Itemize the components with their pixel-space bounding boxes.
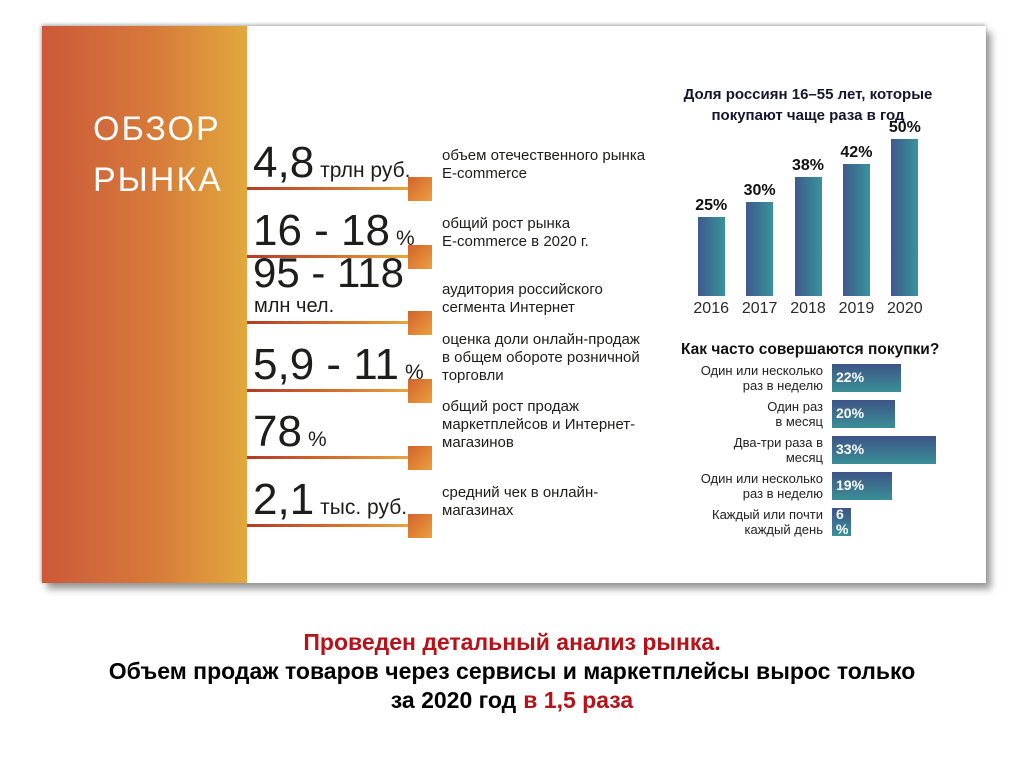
hbar-value-label: 6 % [836, 505, 849, 537]
stat-unit: % [395, 227, 415, 251]
bar-value-label: 30% [743, 182, 776, 199]
bar-category-label: 2019 [838, 300, 875, 317]
stat-description: общий рост рынка E-commerce в 2020 г. [442, 215, 589, 250]
stat-value-group: 2,1 тыс. руб. [253, 478, 408, 522]
bar-category-label: 2016 [693, 300, 729, 317]
stat-underline [247, 321, 409, 324]
stat-value-group: 4,8 трлн руб. [253, 141, 411, 185]
stat-value-group: 16 - 18% [253, 209, 415, 253]
stat-underline [247, 255, 409, 258]
stat-value: 78 [253, 407, 302, 457]
caption-line-3: за 2020 год в 1,5 раза [0, 686, 1024, 715]
bar-column: 38% [784, 158, 832, 296]
hbar: 33% [832, 436, 936, 464]
bar-value-label: 38% [792, 157, 825, 174]
bar-column: 25% [687, 198, 735, 296]
stat-description: общий рост продаж маркетплейсов и Интерн… [442, 398, 636, 451]
hbar: 19% [832, 472, 892, 500]
stat-value-group: 95 - 118 млн чел. [253, 252, 404, 318]
stat-marker-square [408, 514, 432, 538]
bar [697, 217, 725, 296]
stat-unit: % [404, 361, 424, 385]
stat-unit: трлн руб. [320, 159, 411, 183]
stat-description: средний чек в онлайн- магазинах [442, 484, 599, 519]
stat-value: 16 - 18 [253, 206, 390, 256]
stat-description: аудитория российского сегмента Интернет [442, 281, 603, 316]
stat-value-group: 78% [253, 410, 327, 454]
stat-description: оценка доли онлайн-продаж в общем оборот… [442, 331, 640, 384]
stat-marker-square [408, 379, 432, 403]
hbar-label: Два-три раза в месяц [733, 434, 823, 465]
hbar-row: Один или несколько раз в неделю 22% [595, 362, 985, 393]
hbar-row: Один или несколько раз в неделю 19% [595, 470, 985, 501]
stat-value: 4,8 [253, 138, 315, 188]
hbar-label: Один раз в месяц [767, 398, 823, 429]
stat-marker-square [408, 311, 432, 335]
bar-category-label: 2020 [887, 300, 923, 317]
vertical-bar-chart: 25% 30% 38% 42% 50% [687, 116, 929, 296]
stat-value: 95 - 118 [253, 249, 404, 297]
caption-line-3-black: за 2020 год [390, 686, 517, 713]
bar [842, 164, 870, 296]
bar-value-label: 50% [888, 119, 921, 136]
stat-marker-square [408, 446, 432, 470]
hbar-value-label: 19% [836, 477, 865, 494]
stat-underline [247, 524, 409, 527]
stat-underline [247, 389, 409, 392]
stat-underline [247, 456, 409, 459]
caption: Проведен детальный анализ рынка. Объем п… [0, 628, 1024, 714]
bar-column: 50% [881, 120, 929, 296]
bar-column: 30% [735, 183, 783, 296]
hbar-label: Один или несколько раз в неделю [700, 470, 823, 501]
stat-unit: тыс. руб. [320, 496, 408, 520]
caption-line-3-red: в 1,5 раза [523, 686, 634, 713]
bar-value-label: 42% [840, 144, 873, 161]
horizontal-bar-chart: Один или несколько раз в неделю 22% Один р… [595, 362, 985, 544]
hbar: 22% [832, 364, 901, 392]
page-title: ОБЗОР РЫНКА [93, 110, 223, 199]
bar [746, 202, 774, 296]
stat-unit: % [307, 428, 327, 452]
bar [891, 139, 919, 296]
stat-value-group: 5,9 - 11% [253, 343, 424, 387]
hbar-value-label: 20% [836, 405, 865, 422]
slide-card: ОБЗОР РЫНКА 4,8 трлн руб. объем отечестве… [42, 26, 986, 583]
stat-description: объем отечественного рынка E-commerce [442, 147, 646, 182]
hbar-value-label: 33% [836, 441, 865, 458]
bar-value-label: 25% [695, 197, 728, 214]
market-overview-sidebar: ОБЗОР РЫНКА [42, 26, 247, 583]
hbar: 20% [832, 400, 895, 428]
hbar-label: Один или несколько раз в неделю [700, 362, 823, 393]
hbar-row: Каждый или почти каждый день 6 % [595, 505, 985, 537]
stat-marker-square [408, 245, 432, 269]
bar-category-label: 2017 [741, 300, 778, 317]
stat-value: 2,1 [253, 475, 315, 525]
horizontal-chart-title: Как часто совершаются покупки? [681, 341, 940, 358]
bar [794, 177, 822, 296]
vertical-chart-axis-labels: 2016 2017 2018 2019 2020 [687, 300, 929, 318]
bar-category-label: 2018 [790, 300, 826, 317]
hbar-row: Один раз в месяц 20% [595, 398, 985, 429]
stat-value: 5,9 - 11 [253, 340, 399, 390]
caption-line-2: Объем продаж товаров через сервисы и мар… [108, 657, 916, 684]
stat-unit: млн чел. [254, 295, 335, 317]
hbar-row: Два-три раза в месяц 33% [595, 434, 985, 465]
stat-marker-square [408, 177, 432, 201]
stat-underline [247, 187, 409, 190]
hbar-label: Каждый или почти каждый день [712, 506, 823, 537]
hbar-value-label: 22% [836, 369, 865, 386]
vertical-chart-title: Доля россиян 16–55 лет, которые покупают… [683, 86, 933, 124]
bar-column: 42% [832, 145, 880, 296]
caption-line-1: Проведен детальный анализ рынка. [303, 629, 721, 655]
hbar: 6 % [832, 505, 851, 537]
